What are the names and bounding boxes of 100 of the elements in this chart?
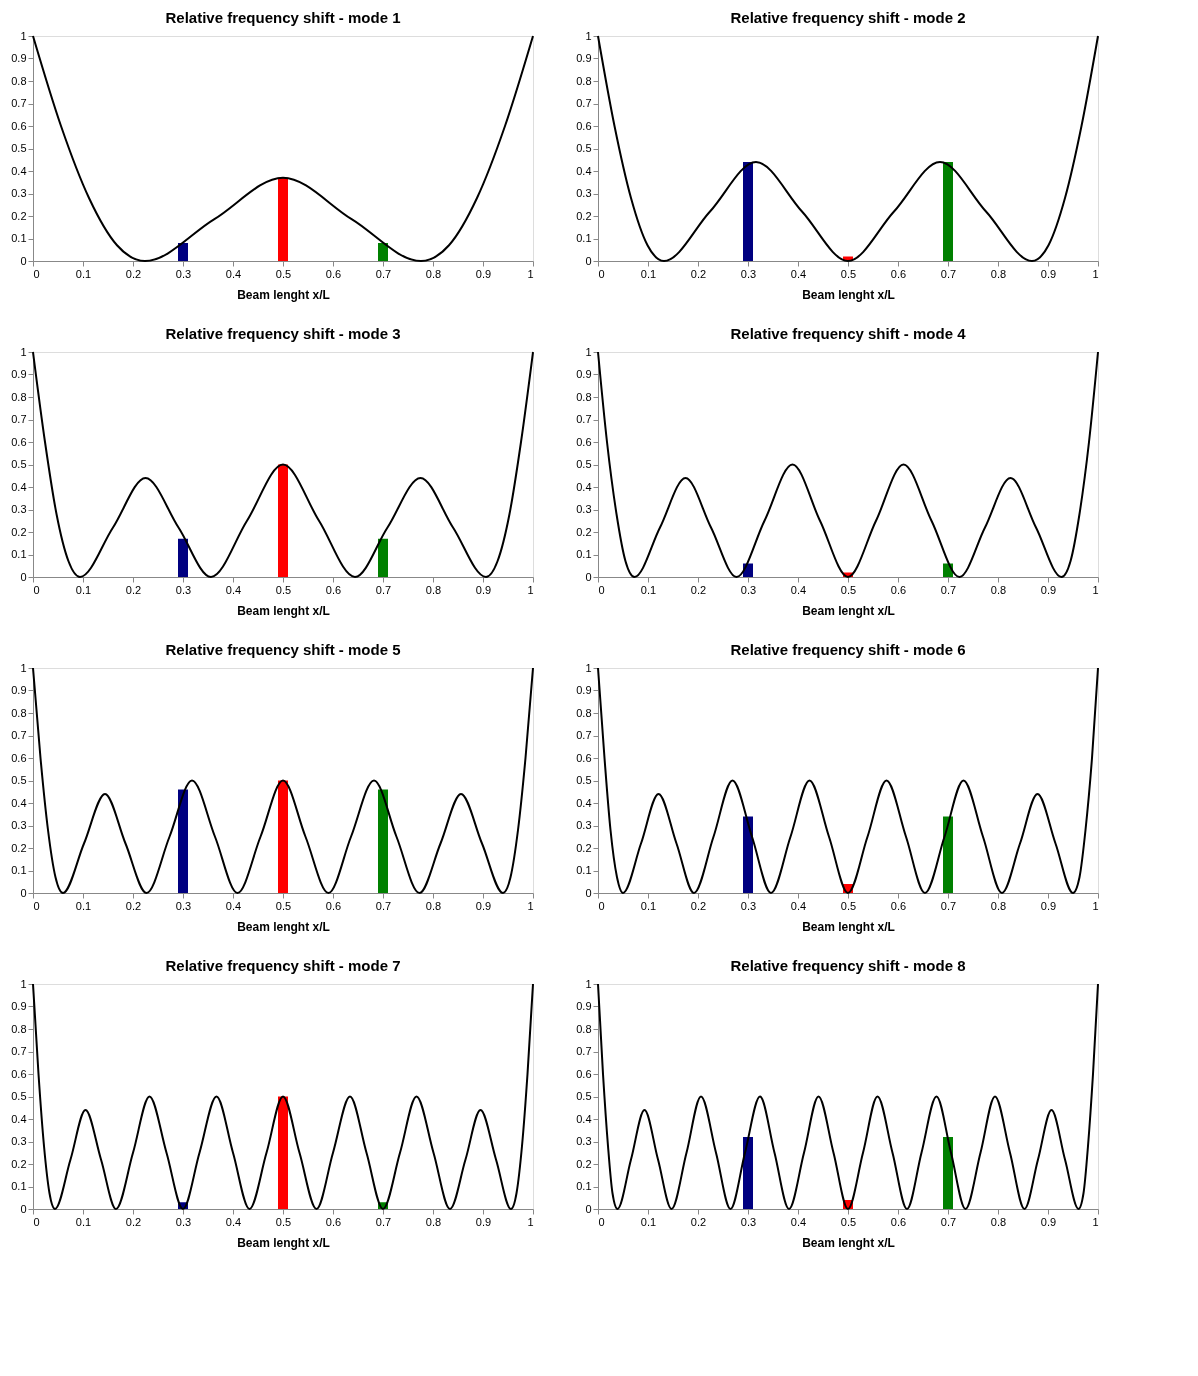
x-tick-label: 1 bbox=[527, 267, 534, 280]
y-tick-label: 0.1 bbox=[576, 864, 592, 876]
x-tick-label: 0.8 bbox=[990, 267, 1007, 280]
y-tick-label: 0.8 bbox=[576, 1022, 592, 1035]
y-tick-label: 0.4 bbox=[576, 164, 592, 177]
x-tick-label: 0.4 bbox=[225, 583, 242, 596]
x-tick-label: 0.1 bbox=[640, 1215, 657, 1228]
y-tick-label: 0.6 bbox=[576, 435, 592, 448]
x-tick-label: 0.4 bbox=[225, 267, 242, 280]
y-tick-label: 0.4 bbox=[576, 796, 592, 809]
x-tick-label: 0.3 bbox=[175, 1215, 192, 1228]
x-tick-label: 1 bbox=[527, 899, 534, 912]
x-tick-label: 0.9 bbox=[475, 267, 492, 280]
x-tick-label: 0.2 bbox=[690, 1215, 707, 1228]
chart-title: Relative frequency shift - mode 6 bbox=[730, 641, 966, 658]
x-tick-label: 0.1 bbox=[75, 1215, 92, 1228]
y-tick-label: 0.6 bbox=[576, 751, 592, 764]
y-tick-label: 0.7 bbox=[11, 1045, 27, 1057]
chart-title: Relative frequency shift - mode 3 bbox=[165, 325, 401, 342]
y-tick-label: 0.8 bbox=[576, 390, 592, 403]
chart-title: Relative frequency shift - mode 1 bbox=[165, 9, 401, 26]
x-tick-label: 0 bbox=[598, 1215, 605, 1228]
x-tick-label: 0.8 bbox=[425, 267, 442, 280]
x-tick-label: 0.9 bbox=[475, 899, 492, 912]
y-tick-label: 0.9 bbox=[11, 52, 27, 64]
x-tick-label: 0.4 bbox=[790, 267, 807, 280]
y-tick-label: 0.7 bbox=[576, 413, 592, 425]
x-tick-label: 0.5 bbox=[275, 899, 292, 912]
x-tick-label: 0.5 bbox=[840, 583, 857, 596]
y-tick-label: 0 bbox=[585, 254, 592, 267]
y-tick-label: 0 bbox=[585, 886, 592, 899]
x-tick-label: 0 bbox=[33, 1215, 40, 1228]
y-tick-label: 0 bbox=[585, 1202, 592, 1215]
y-tick-label: 0.6 bbox=[576, 1067, 592, 1080]
x-tick-label: 0.8 bbox=[425, 1215, 442, 1228]
y-tick-label: 0.2 bbox=[576, 841, 592, 854]
y-tick-label: 0.8 bbox=[576, 706, 592, 719]
chart-title: Relative frequency shift - mode 7 bbox=[165, 957, 401, 974]
x-axis-title: Beam lenght x/L bbox=[237, 603, 330, 618]
y-tick-label: 0.6 bbox=[11, 435, 27, 448]
x-tick-label: 0.4 bbox=[225, 1215, 242, 1228]
x-tick-label: 0.2 bbox=[125, 899, 142, 912]
x-tick-label: 0.1 bbox=[75, 583, 92, 596]
y-tick-label: 0.2 bbox=[576, 209, 592, 222]
y-tick-label: 0.9 bbox=[11, 368, 27, 380]
y-tick-label: 0.8 bbox=[11, 390, 27, 403]
y-tick-label: 0.2 bbox=[576, 1157, 592, 1170]
y-tick-label: 0.9 bbox=[11, 1000, 27, 1012]
x-tick-label: 0.6 bbox=[890, 1215, 907, 1228]
y-tick-label: 0.7 bbox=[11, 413, 27, 425]
x-axis-title: Beam lenght x/L bbox=[237, 919, 330, 934]
x-tick-label: 0.7 bbox=[940, 899, 957, 912]
y-tick-label: 0.3 bbox=[576, 1135, 592, 1147]
x-tick-label: 0.9 bbox=[1040, 267, 1057, 280]
y-tick-label: 0.2 bbox=[11, 841, 27, 854]
y-tick-label: 1 bbox=[20, 661, 27, 674]
x-tick-label: 0.6 bbox=[325, 583, 342, 596]
x-tick-label: 0.7 bbox=[940, 583, 957, 596]
y-tick-label: 0.2 bbox=[11, 525, 27, 538]
y-tick-label: 1 bbox=[20, 977, 27, 990]
y-tick-label: 0.4 bbox=[576, 1112, 592, 1125]
x-tick-label: 0.8 bbox=[990, 583, 1007, 596]
x-tick-label: 0.1 bbox=[75, 899, 92, 912]
y-tick-label: 0.1 bbox=[11, 548, 27, 560]
y-tick-label: 0.6 bbox=[576, 119, 592, 132]
x-tick-label: 0.3 bbox=[175, 899, 192, 912]
x-tick-label: 0.6 bbox=[890, 899, 907, 912]
y-tick-label: 0.2 bbox=[576, 525, 592, 538]
x-tick-label: 0.9 bbox=[1040, 899, 1057, 912]
x-tick-label: 0 bbox=[33, 267, 40, 280]
x-tick-label: 0.7 bbox=[375, 899, 392, 912]
y-tick-label: 0 bbox=[20, 1202, 27, 1215]
x-axis-title: Beam lenght x/L bbox=[802, 287, 895, 302]
x-tick-label: 0.6 bbox=[890, 267, 907, 280]
y-tick-label: 1 bbox=[20, 29, 27, 42]
x-tick-label: 0.1 bbox=[75, 267, 92, 280]
x-tick-label: 0.9 bbox=[1040, 583, 1057, 596]
y-tick-label: 1 bbox=[585, 977, 592, 990]
x-tick-label: 0.7 bbox=[940, 267, 957, 280]
x-tick-label: 1 bbox=[1092, 1215, 1099, 1228]
y-tick-label: 0.1 bbox=[11, 864, 27, 876]
x-axis-title: Beam lenght x/L bbox=[237, 1235, 330, 1250]
y-tick-label: 0.9 bbox=[576, 684, 592, 696]
x-tick-label: 0.4 bbox=[790, 899, 807, 912]
x-tick-label: 0.5 bbox=[840, 899, 857, 912]
chart-title: Relative frequency shift - mode 2 bbox=[730, 9, 966, 26]
y-tick-label: 0.9 bbox=[576, 52, 592, 64]
x-tick-label: 0.3 bbox=[740, 1215, 757, 1228]
y-tick-label: 0.5 bbox=[576, 774, 592, 786]
y-tick-label: 0.2 bbox=[11, 1157, 27, 1170]
y-tick-label: 0.2 bbox=[11, 209, 27, 222]
y-tick-label: 0.3 bbox=[11, 187, 27, 199]
y-tick-label: 0.5 bbox=[576, 142, 592, 154]
x-tick-label: 0.3 bbox=[175, 267, 192, 280]
y-tick-label: 0.4 bbox=[11, 796, 27, 809]
x-tick-label: 0.4 bbox=[225, 899, 242, 912]
y-tick-label: 1 bbox=[585, 345, 592, 358]
x-tick-label: 0.2 bbox=[125, 267, 142, 280]
x-tick-label: 0.9 bbox=[475, 1215, 492, 1228]
y-tick-label: 0.9 bbox=[576, 1000, 592, 1012]
